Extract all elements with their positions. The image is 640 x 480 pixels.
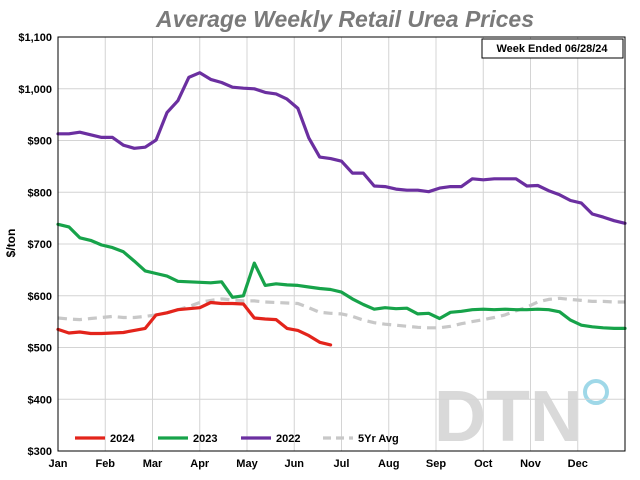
chart-title: Average Weekly Retail Urea Prices xyxy=(155,6,534,32)
x-tick-label: Dec xyxy=(568,458,588,470)
series-line-2023 xyxy=(56,222,627,330)
x-tick-label: Feb xyxy=(95,458,115,470)
x-tick-label: Sep xyxy=(426,458,446,470)
week-ended-box: Week Ended 06/28/24 xyxy=(481,38,624,59)
legend: 2024 2023 2022 5Yr Avg xyxy=(75,433,399,445)
legend-label: 5Yr Avg xyxy=(358,433,399,445)
legend-label: 2022 xyxy=(276,433,300,445)
x-tick-label: Apr xyxy=(190,458,210,470)
y-tick-label: $1,100 xyxy=(18,32,52,44)
x-tick-label: Aug xyxy=(378,458,399,470)
x-tick-label: Jul xyxy=(334,458,350,470)
x-tick-label: Jun xyxy=(284,458,304,470)
dtn-logo-ring-icon xyxy=(583,379,609,405)
y-tick-label: $1,000 xyxy=(18,84,52,96)
series-line-5yr-avg xyxy=(57,296,625,330)
week-ended-frame xyxy=(481,38,624,59)
grid-lines xyxy=(58,37,625,451)
legend-label: 2023 xyxy=(193,433,217,445)
x-axis-ticks: Jan Feb Mar Apr May Jun Jul Aug Sep Oct Nov Dec xyxy=(49,458,588,470)
dtn-logo-text: DTN xyxy=(434,377,582,457)
series-line-2022 xyxy=(56,71,627,225)
series-line-2024 xyxy=(56,300,333,347)
x-tick-label: Mar xyxy=(143,458,163,470)
y-tick-label: $500 xyxy=(28,343,52,355)
y-tick-label: $600 xyxy=(28,291,52,303)
dtn-logo: DTN xyxy=(434,377,609,457)
x-tick-label: Oct xyxy=(474,458,493,470)
series-lines xyxy=(56,71,627,347)
y-tick-label: $300 xyxy=(28,446,52,458)
y-tick-label: $900 xyxy=(28,136,52,148)
x-tick-label: Nov xyxy=(520,458,542,470)
y-tick-label: $400 xyxy=(28,394,52,406)
week-ended-label: Week Ended 06/28/24 xyxy=(496,43,608,55)
y-tick-label: $800 xyxy=(28,187,52,199)
y-axis-ticks: $300 $400 $500 $600 $700 $800 $900 $1,000 $1,100 xyxy=(18,32,52,458)
legend-label: 2024 xyxy=(110,433,135,445)
x-tick-label: May xyxy=(236,458,258,470)
plot-frame xyxy=(57,36,626,452)
y-axis-label: $/ton xyxy=(4,229,18,258)
y-tick-label: $700 xyxy=(28,239,52,251)
x-tick-label: Jan xyxy=(49,458,68,470)
